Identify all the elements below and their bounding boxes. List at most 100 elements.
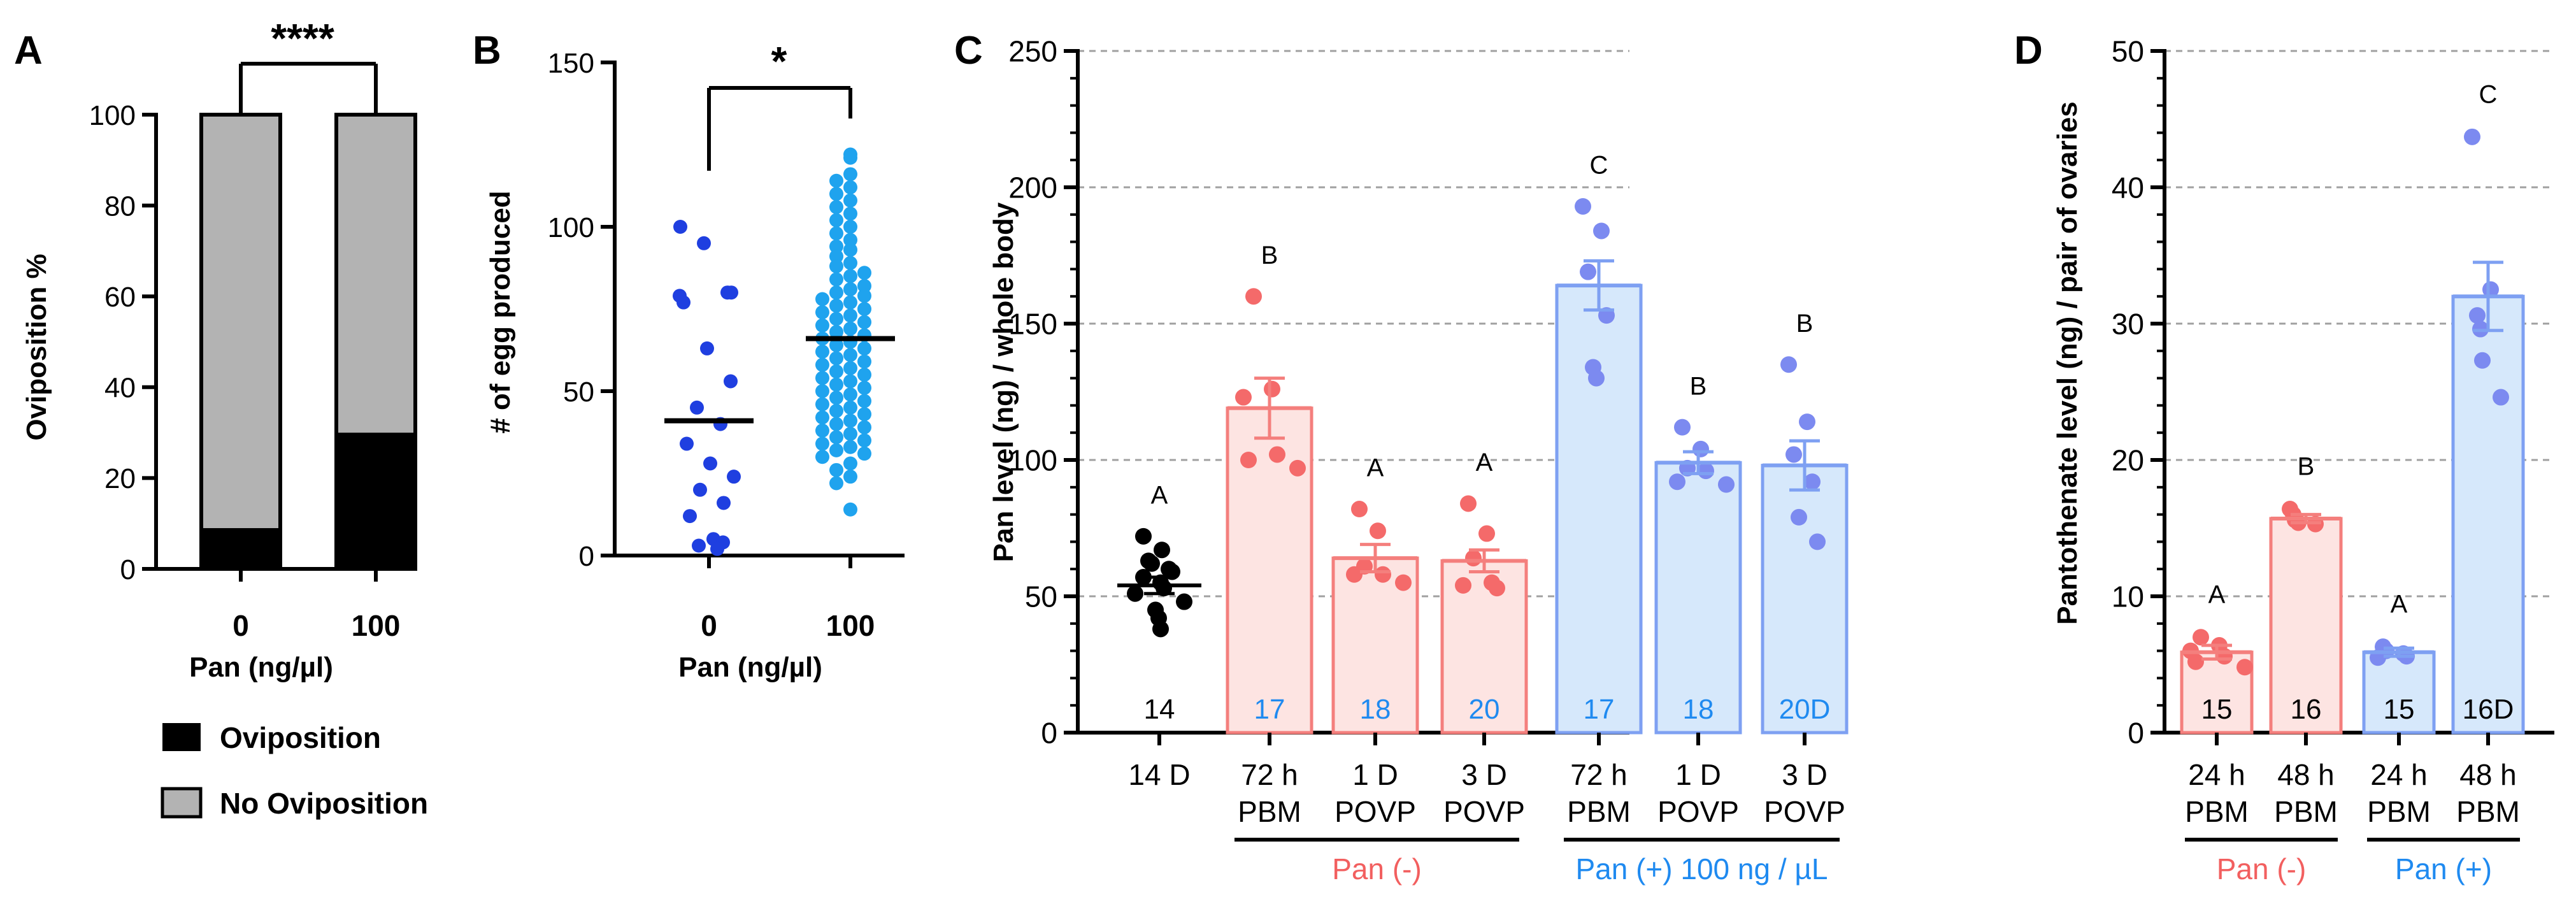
panel-b-point-0-7 [724, 374, 738, 389]
panel-b-point-1-24 [857, 289, 871, 303]
panel-b-point-1-65 [815, 423, 829, 438]
panel-d-chart: Pantothenate level (ng) / pair of ovarie… [2052, 35, 2554, 886]
panel-c-point-6-0 [1780, 356, 1797, 373]
panel-c-ytick-label-3: 150 [1008, 308, 1057, 341]
panel-c-xtick-label-5: 1 D [1675, 758, 1721, 791]
panel-b-point-0-14 [717, 496, 731, 510]
panel-a-chart: Oviposition % Pan (ng/µl) **** Ovipositi… [21, 15, 428, 820]
panel-c-point-0-13 [1152, 620, 1169, 638]
panel-d-group-label-0: Pan (-) [2217, 852, 2307, 886]
panel-a-ytick-label-1: 20 [104, 463, 136, 494]
panel-b-point-1-4 [843, 180, 857, 195]
panel-b-point-1-46 [843, 361, 857, 375]
panel-b-point-1-27 [829, 298, 843, 313]
panel-b-xlabel: Pan (ng/µl) [678, 652, 822, 683]
panel-b-point-0-12 [727, 470, 741, 484]
panel-c-ytick-label-4: 200 [1008, 171, 1057, 204]
panel-d-point-0-4 [2187, 653, 2204, 670]
panel-c-letter-5: B [1690, 372, 1707, 400]
panel-d-ytick-label-5: 50 [2112, 35, 2144, 68]
panel-b-point-1-69 [815, 436, 829, 451]
panel-b-ylabel: # of egg produced [485, 190, 516, 433]
panel-b-point-0-15 [683, 509, 697, 524]
panel-b-point-0-1 [697, 236, 711, 250]
panel-c-n-label-6: 20D [1779, 694, 1831, 725]
panel-b-point-1-25 [815, 292, 829, 306]
panel-d-point-0-5 [2236, 659, 2253, 676]
panel-b-point-0-4 [724, 285, 738, 300]
panel-b-point-1-51 [829, 377, 843, 392]
panel-b-point-1-41 [815, 345, 829, 359]
panel-d-xtick-sub-2: PBM [2367, 795, 2431, 828]
panel-a-xlabel: Pan (ng/µl) [189, 652, 333, 683]
panel-b-point-0-18 [710, 542, 724, 556]
panel-c-bar-6 [1761, 464, 1849, 735]
panel-b-chart: # of egg produced Pan (ng/µl) * 0 50 100 15… [485, 38, 905, 683]
panel-d-letter-1: B [2298, 453, 2315, 481]
panel-a-ytick-label-2: 40 [104, 373, 136, 404]
panel-b-point-1-66 [843, 427, 857, 441]
panel-c-point-4-1 [1593, 222, 1610, 240]
panel-b-point-1-2 [843, 167, 857, 182]
panel-b-point-1-58 [843, 400, 857, 415]
panel-label-a: A [14, 29, 43, 73]
panel-c-letter-0: A [1151, 481, 1168, 509]
panel-c-point-2-5 [1395, 574, 1412, 591]
panel-c-point-5-1 [1692, 440, 1709, 457]
panel-b-point-1-6 [843, 193, 857, 208]
panel-d-xtick-sub-1: PBM [2274, 795, 2338, 828]
panel-b-point-1-28 [857, 302, 871, 316]
panel-label-b: B [473, 29, 501, 73]
panel-c-xtick-sub-6: POVP [1764, 795, 1845, 828]
panel-d-letter-0: A [2208, 581, 2226, 609]
panel-d-xtick-sub-3: PBM [2456, 795, 2520, 828]
panel-c-chart: Pan level (ng) / whole body 0 50 100 150 200… [988, 35, 1849, 886]
panel-a-xtick-label-1: 100 [352, 609, 401, 642]
panel-d-letter-3: C [2479, 80, 2498, 108]
panel-c-point-5-4 [1669, 473, 1685, 491]
panel-c-point-5-0 [1674, 419, 1691, 436]
panel-b-ytick-label-0: 0 [579, 541, 594, 572]
panel-d-xtick-label-2: 24 h [2370, 758, 2428, 791]
panel-c-point-1-2 [1235, 389, 1252, 406]
panel-b-ytick-label-3: 150 [548, 48, 594, 79]
panel-c-point-2-3 [1375, 566, 1391, 583]
panel-c-n-label-5: 18 [1683, 694, 1714, 725]
panel-b-point-1-71 [829, 443, 843, 457]
panel-d-xtick-label-3: 48 h [2459, 758, 2517, 791]
panel-d-xtick-label-1: 48 h [2277, 758, 2335, 791]
panel-b-point-1-7 [829, 200, 843, 215]
panel-b-point-1-11 [829, 226, 843, 241]
panel-b-point-1-17 [829, 259, 843, 273]
panel-a-ylabel: Oviposition % [21, 254, 52, 440]
panel-b-point-0-5 [676, 295, 691, 310]
panel-c-bar-5 [1654, 461, 1742, 735]
panel-d-ytick-label-1: 10 [2112, 580, 2144, 613]
panel-c-point-6-5 [1809, 533, 1826, 550]
panel-b-point-1-55 [829, 391, 843, 405]
panel-b-xtick-label-1: 100 [826, 609, 875, 642]
panel-c-letter-4: C [1590, 152, 1608, 180]
panel-b-point-1-26 [843, 295, 857, 310]
panel-b-point-1-59 [829, 403, 843, 418]
panel-c-letter-1: B [1261, 241, 1278, 269]
panel-a-bar-no-oviposition-1 [336, 115, 415, 433]
panel-d-n-label-0: 15 [2201, 694, 2233, 725]
panel-c-n-label-3: 20 [1469, 694, 1500, 725]
panel-c-point-2-4 [1346, 566, 1363, 583]
panel-b-point-0-0 [673, 220, 687, 234]
panel-label-d: D [2014, 29, 2043, 73]
panel-d-ytick-label-0: 0 [2128, 717, 2144, 750]
panel-c-ytick-label-5: 250 [1008, 35, 1057, 68]
panel-c-point-1-5 [1289, 459, 1306, 477]
panel-d-ytick-label-2: 20 [2112, 444, 2144, 477]
panel-c-point-1-0 [1245, 288, 1262, 305]
panel-c-ytick-label-0: 0 [1041, 717, 1057, 750]
panel-a-significance: **** [271, 15, 334, 61]
panel-d-ytick-label-3: 30 [2112, 308, 2144, 341]
panel-d-bar-1 [2269, 517, 2343, 735]
panel-c-letter-3: A [1476, 448, 1493, 477]
panel-b-point-1-43 [829, 351, 843, 366]
panel-c-n-label-2: 18 [1360, 694, 1391, 725]
